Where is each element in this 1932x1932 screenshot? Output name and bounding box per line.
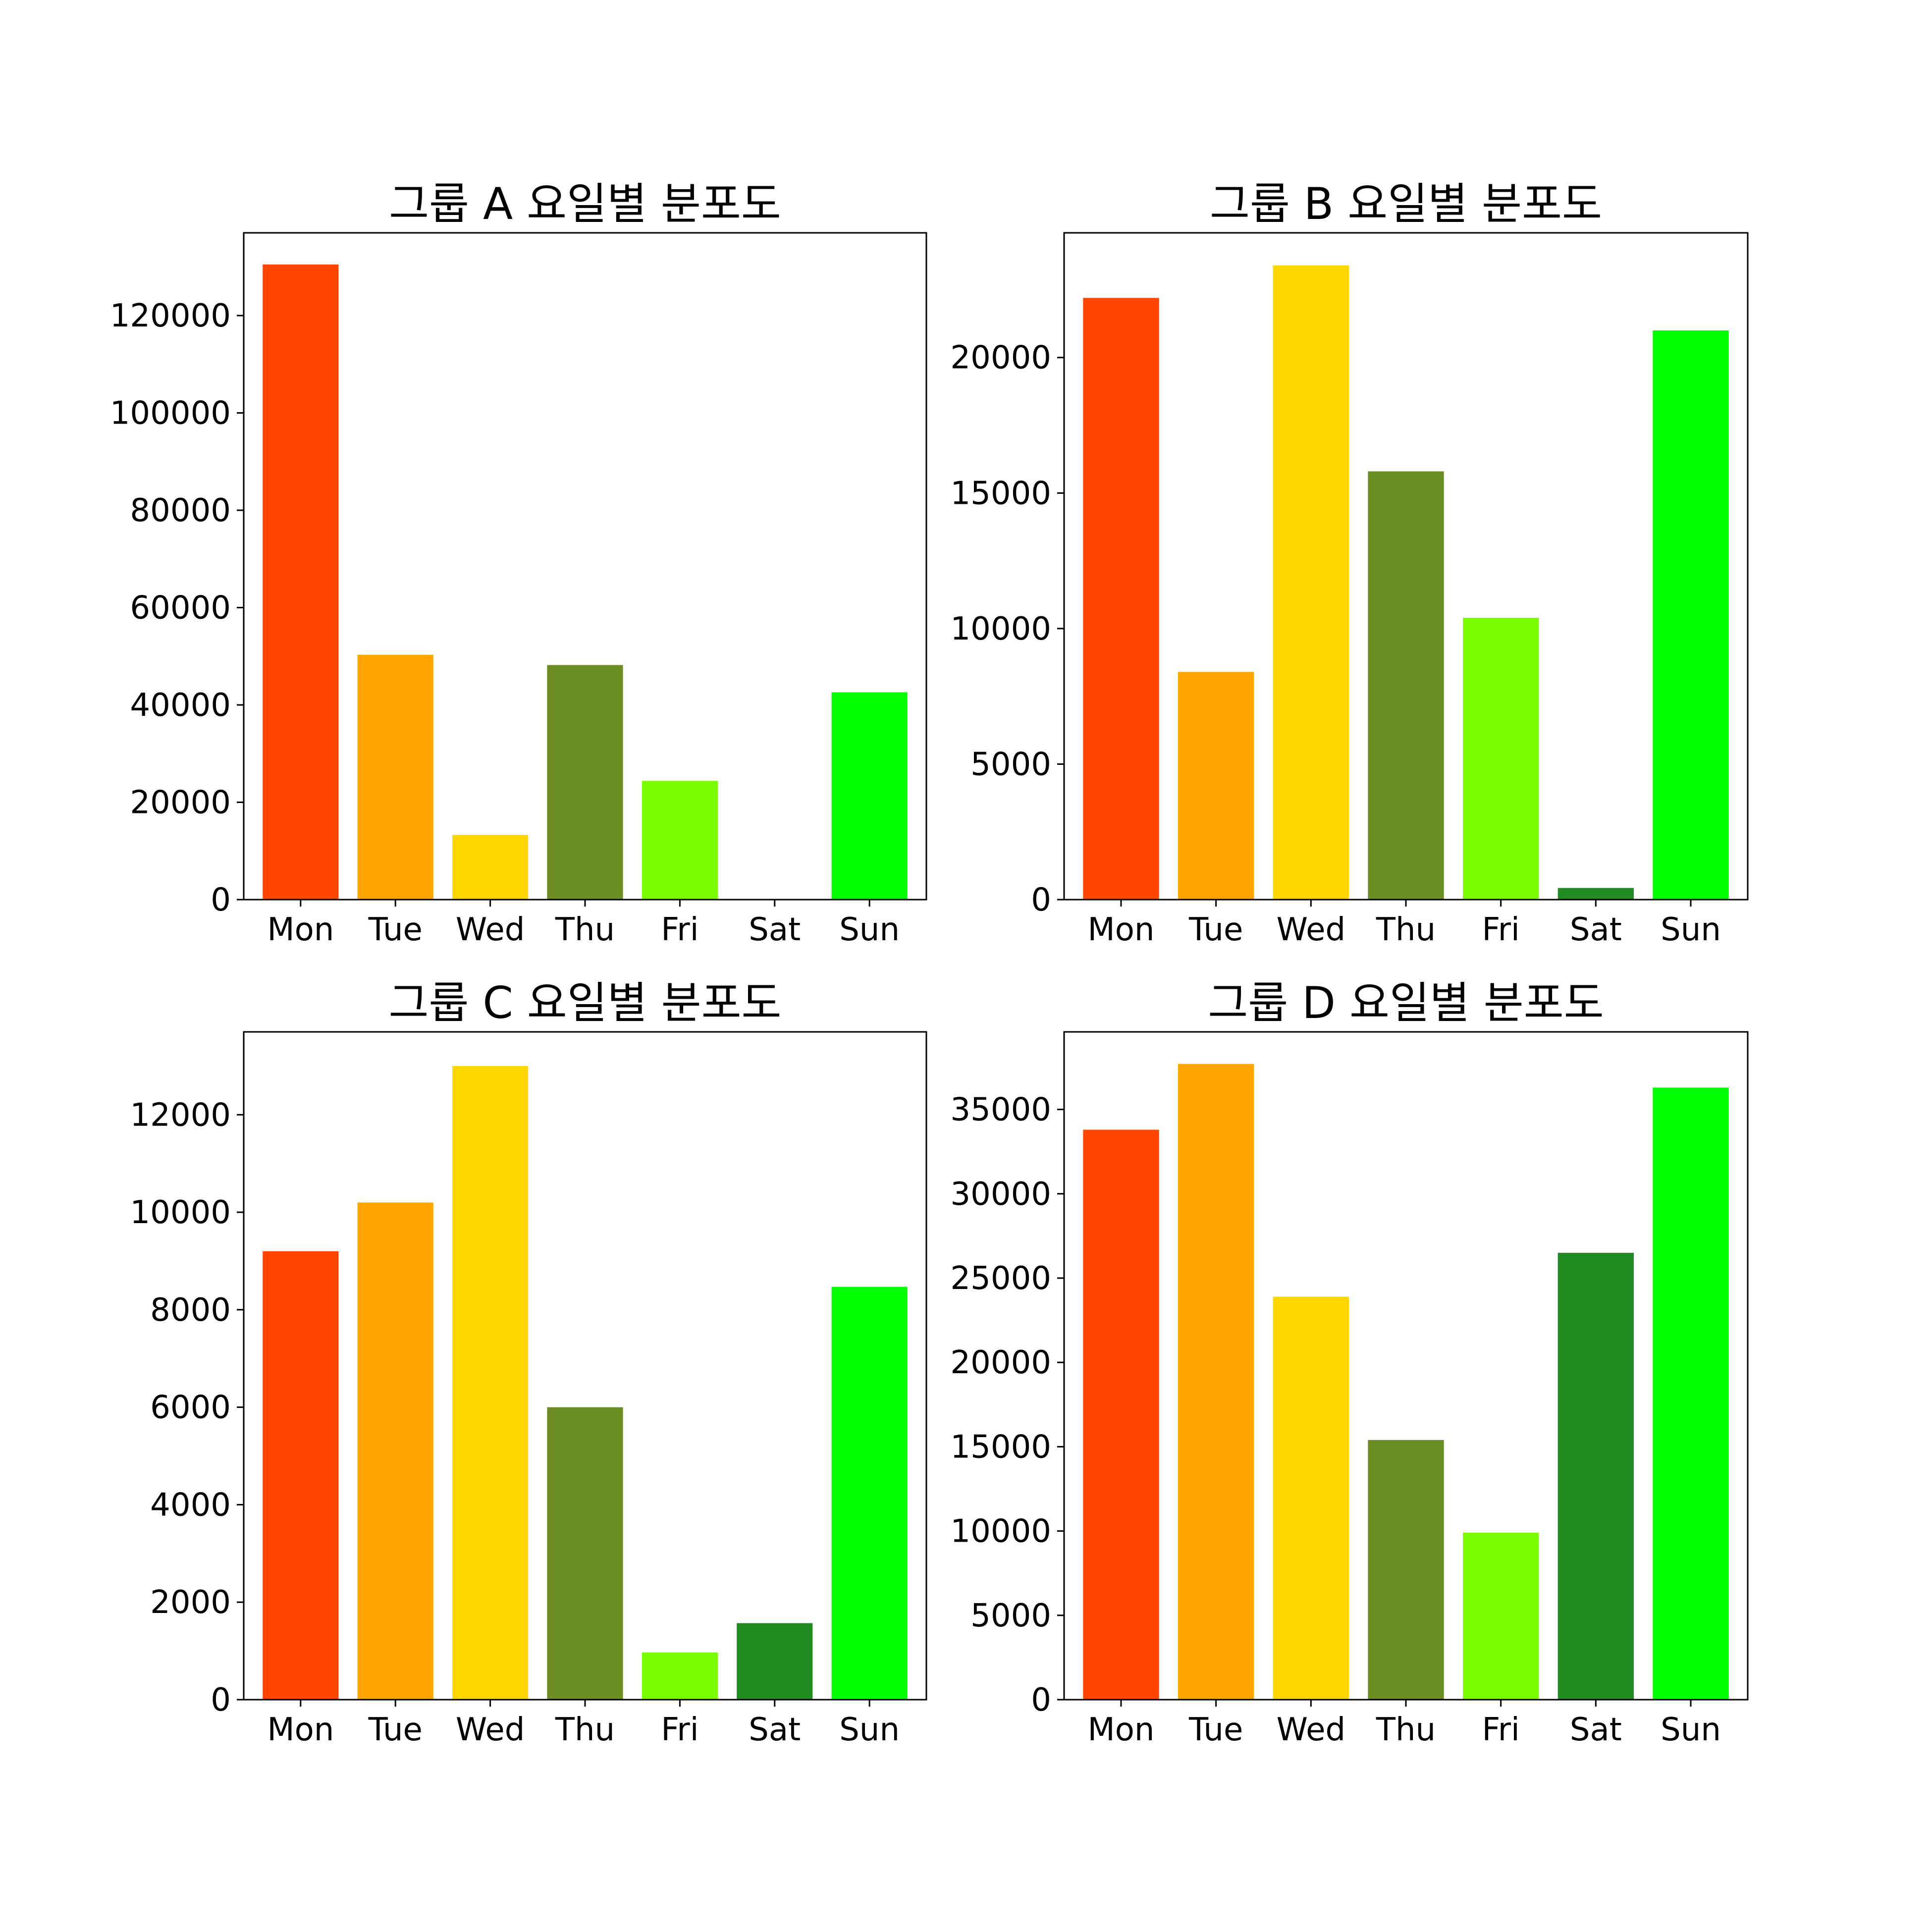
chart-panel-3: 그룹 C 요일별 분포도 0 2000 4000 6000 8000 10000 12000 M… (130, 977, 927, 1748)
bar-sat (737, 1623, 813, 1700)
bar-wed (452, 1066, 529, 1700)
bar-wed (1273, 265, 1349, 900)
y-tick-label: 35000 (950, 1092, 1051, 1128)
bar-wed (1273, 1296, 1349, 1700)
y-tick-label: 10000 (130, 1194, 231, 1231)
bar-fri (642, 781, 718, 900)
bar-fri (1463, 617, 1539, 900)
bar-sun (831, 1287, 908, 1700)
x-tick-label: Sun (839, 912, 900, 948)
x-tick-label: Fri (1482, 912, 1520, 948)
chart-title: 그룹 D 요일별 분포도 (1208, 977, 1604, 1028)
bar-tue (357, 1202, 433, 1700)
x-tick-label: Wed (1277, 1712, 1346, 1748)
bar-mon (263, 264, 339, 900)
bar-thu (1368, 471, 1444, 900)
bar-fri (1463, 1533, 1539, 1700)
bar-thu (547, 1407, 623, 1700)
bar-sun (1653, 330, 1729, 900)
y-tick-label: 80000 (130, 492, 231, 529)
x-tick-label: Mon (1088, 1712, 1155, 1748)
x-tick-label: Sun (1661, 912, 1721, 948)
x-tick-label: Sat (749, 912, 801, 948)
y-tick-label: 25000 (950, 1260, 1051, 1297)
x-tick-label: Tue (368, 912, 423, 948)
y-tick-label: 6000 (150, 1390, 231, 1426)
bar-tue (1178, 672, 1254, 900)
bar-wed (452, 835, 529, 900)
y-tick-label: 100000 (110, 395, 231, 432)
y-tick-label: 120000 (110, 298, 231, 334)
x-tick-label: Sun (839, 1712, 900, 1748)
x-tick-label: Thu (555, 1712, 615, 1748)
x-tick-label: Sun (1661, 1712, 1721, 1748)
y-tick-label: 10000 (950, 611, 1051, 647)
bar-sun (831, 692, 908, 900)
chart-panel-4: 그룹 D 요일별 분포도 0 5000 10000 15000 20000 25000 300… (950, 977, 1749, 1748)
y-tick-label: 2000 (150, 1584, 231, 1621)
chart-panel-1: 그룹 A 요일별 분포도 0 20000 40000 60000 80000 100000 1… (110, 178, 927, 948)
bar-fri (642, 1652, 718, 1700)
chart-title: 그룹 B 요일별 분포도 (1210, 178, 1602, 229)
x-tick-label: Fri (661, 1712, 698, 1748)
x-tick-label: Fri (661, 912, 698, 948)
x-tick-label: Mon (1088, 912, 1155, 948)
y-tick-label: 10000 (950, 1513, 1051, 1550)
x-tick-label: Fri (1482, 1712, 1520, 1748)
y-tick-label: 12000 (130, 1097, 231, 1133)
y-tick-label: 0 (211, 882, 231, 918)
bar-thu (547, 665, 623, 900)
x-tick-label: Wed (456, 1712, 525, 1748)
y-tick-label: 5000 (970, 746, 1051, 783)
bar-tue (357, 654, 433, 900)
chart-title: 그룹 A 요일별 분포도 (389, 178, 781, 229)
x-tick-label: Sat (1570, 912, 1622, 948)
bar-mon (1083, 1129, 1159, 1700)
bar-sat (1557, 1252, 1634, 1700)
x-tick-label: Thu (1376, 1712, 1436, 1748)
chart-title: 그룹 C 요일별 분포도 (388, 977, 781, 1028)
x-tick-label: Thu (555, 912, 615, 948)
x-tick-label: Mon (267, 912, 334, 948)
y-tick-label: 60000 (130, 590, 231, 627)
x-tick-label: Thu (1376, 912, 1436, 948)
y-tick-label: 15000 (950, 1429, 1051, 1465)
x-tick-label: Wed (456, 912, 525, 948)
x-tick-label: Sat (1570, 1712, 1622, 1748)
y-tick-label: 4000 (150, 1487, 231, 1523)
y-tick-label: 20000 (130, 785, 231, 821)
y-tick-label: 15000 (950, 475, 1051, 512)
x-tick-label: Tue (1188, 1712, 1243, 1748)
bar-thu (1368, 1440, 1444, 1700)
x-tick-label: Tue (368, 1712, 423, 1748)
y-tick-label: 0 (1031, 882, 1051, 918)
y-tick-label: 5000 (970, 1598, 1051, 1634)
bar-sun (1653, 1087, 1729, 1700)
x-tick-label: Sat (749, 1712, 801, 1748)
bar-sat (1557, 888, 1634, 900)
y-tick-label: 8000 (150, 1292, 231, 1329)
x-tick-label: Mon (267, 1712, 334, 1748)
bar-mon (263, 1251, 339, 1700)
y-tick-label: 20000 (950, 340, 1051, 376)
y-tick-label: 30000 (950, 1176, 1051, 1213)
y-tick-label: 40000 (130, 687, 231, 724)
chart-panel-2: 그룹 B 요일별 분포도 0 5000 10000 15000 20000 Mon Tue We… (950, 178, 1749, 948)
x-tick-label: Tue (1188, 912, 1243, 948)
y-tick-label: 0 (211, 1682, 231, 1718)
y-tick-label: 20000 (950, 1344, 1051, 1381)
x-tick-label: Wed (1277, 912, 1346, 948)
y-tick-label: 0 (1031, 1682, 1051, 1718)
bar-mon (1083, 298, 1159, 900)
bar-tue (1178, 1064, 1254, 1700)
